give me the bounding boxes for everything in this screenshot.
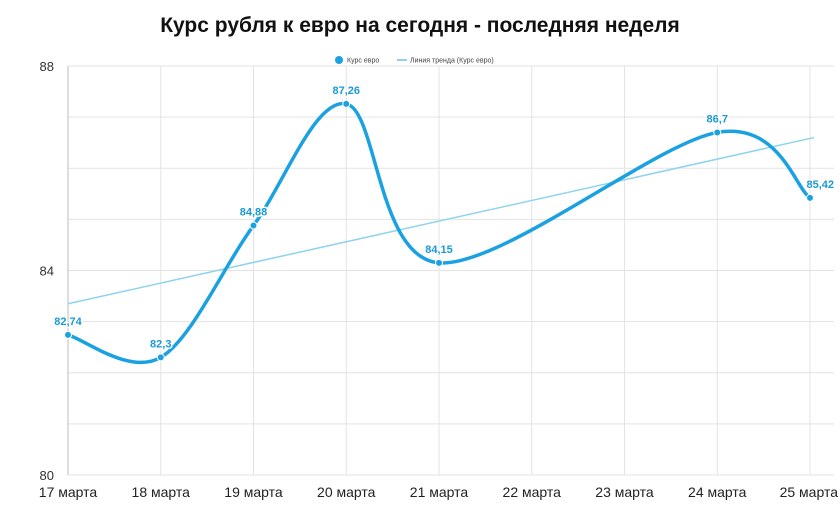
x-tick-label: 20 марта <box>317 484 376 500</box>
data-label: 84,88 <box>240 207 268 219</box>
data-point <box>713 128 722 137</box>
x-tick-label: 19 марта <box>224 484 283 500</box>
data-point <box>806 193 814 202</box>
data-label: 86,7 <box>707 113 728 125</box>
legend-label-series: Курс евро <box>347 58 379 65</box>
data-point <box>435 258 443 267</box>
data-point <box>156 353 165 362</box>
x-tick-label: 25 марта <box>780 484 839 500</box>
data-label: 84,15 <box>425 244 453 256</box>
chart-title: Курс рубля к евро на сегодня - последняя… <box>160 14 680 37</box>
data-label: 82,74 <box>54 316 82 328</box>
data-point <box>342 99 351 108</box>
x-tick-label: 23 марта <box>595 484 654 500</box>
legend-label-trend: Линия тренда (Курс евро) <box>410 58 494 65</box>
x-tick-label: 17 марта <box>39 484 98 500</box>
x-tick-label: 21 марта <box>410 484 469 500</box>
data-label: 82,3 <box>150 338 171 350</box>
data-point <box>64 330 72 339</box>
y-tick-label: 80 <box>40 468 54 483</box>
data-label: 85,42 <box>806 179 834 191</box>
trend-line <box>67 136 815 305</box>
y-tick-label: 84 <box>40 264 54 279</box>
legend-marker-series <box>335 56 343 64</box>
data-point <box>249 221 258 230</box>
x-tick-label: 18 марта <box>132 484 191 500</box>
x-tick-label: 24 марта <box>688 484 747 500</box>
y-tick-label: 88 <box>40 59 54 74</box>
x-tick-label: 22 марта <box>503 484 562 500</box>
data-label: 87,26 <box>332 85 360 97</box>
